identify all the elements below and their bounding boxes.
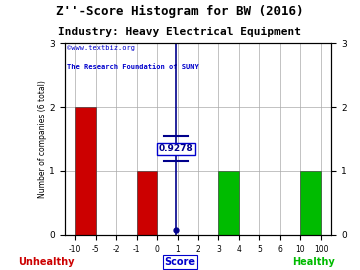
- Text: The Research Foundation of SUNY: The Research Foundation of SUNY: [67, 64, 199, 70]
- Bar: [136, 171, 157, 235]
- Text: ©www.textbiz.org: ©www.textbiz.org: [67, 45, 135, 51]
- Text: Unhealthy: Unhealthy: [19, 257, 75, 267]
- Text: Z''-Score Histogram for BW (2016): Z''-Score Histogram for BW (2016): [56, 5, 304, 18]
- Y-axis label: Number of companies (6 total): Number of companies (6 total): [37, 80, 46, 198]
- Text: Score: Score: [165, 257, 195, 267]
- Bar: [219, 171, 239, 235]
- Text: Industry: Heavy Electrical Equipment: Industry: Heavy Electrical Equipment: [58, 27, 302, 37]
- Text: 0.9278: 0.9278: [159, 144, 193, 153]
- Text: Healthy: Healthy: [292, 257, 334, 267]
- Bar: [75, 107, 95, 235]
- Bar: [301, 171, 321, 235]
